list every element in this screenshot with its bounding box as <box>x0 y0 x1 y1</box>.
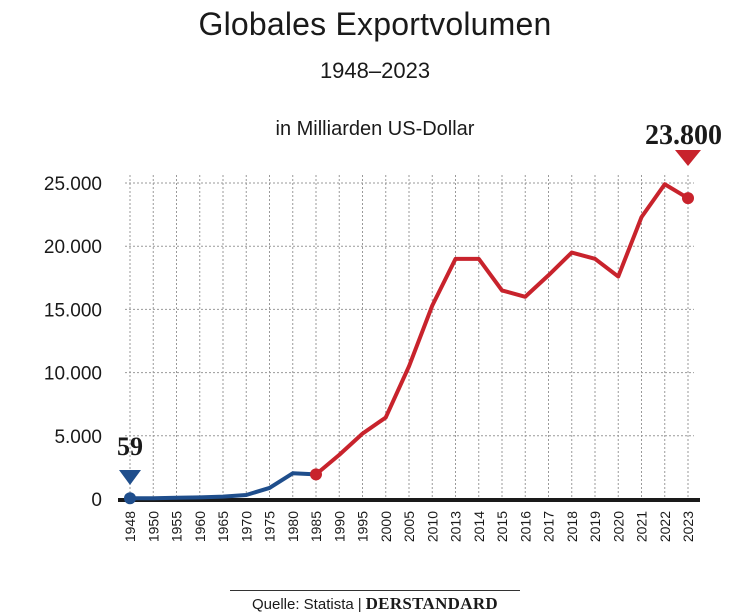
y-tick-label: 20.000 <box>44 237 102 258</box>
chart-title: Globales Exportvolumen <box>198 6 552 42</box>
x-tick-label: 2016 <box>517 511 533 542</box>
x-tick-label: 2005 <box>401 511 417 542</box>
brand-logo: DERSTANDARD <box>365 594 498 613</box>
source-separator: | <box>357 596 362 613</box>
start-marker-triangle <box>119 470 141 485</box>
y-tick-label: 25.000 <box>44 174 102 195</box>
end-value-label: 23.800 <box>645 120 722 151</box>
source-label: Quelle: Statista <box>251 596 354 613</box>
x-tick-label: 2022 <box>657 511 673 542</box>
unit-label: in Milliarden US-Dollar <box>275 118 475 140</box>
y-tick-label: 5.000 <box>54 427 102 448</box>
end-marker-triangle <box>675 150 701 166</box>
x-tick-label: 2010 <box>424 511 440 542</box>
x-tick-label: 1975 <box>262 511 278 542</box>
x-tick-label: 1990 <box>331 511 347 542</box>
x-tick-label: 1950 <box>145 511 161 542</box>
transition-point <box>310 468 322 481</box>
x-tick-label: 2020 <box>610 511 626 542</box>
start-point <box>124 492 136 505</box>
y-tick-label: 10.000 <box>44 364 102 385</box>
x-tick-label: 1985 <box>308 511 324 542</box>
x-tick-label: 1970 <box>238 511 254 542</box>
y-axis-ticks: 0 5.000 10.000 15.000 20.000 25.000 <box>44 174 102 511</box>
x-tick-label: 2014 <box>471 511 487 542</box>
y-tick-label: 15.000 <box>44 300 102 321</box>
x-axis-ticks: 1948 1950 1955 1960 1965 1970 1975 1980 1985 1990… <box>122 511 696 542</box>
end-point <box>682 192 694 205</box>
x-tick-label: 2021 <box>634 511 650 542</box>
x-tick-label: 2023 <box>680 511 696 542</box>
x-tick-label: 1965 <box>215 511 231 542</box>
x-tick-label: 2018 <box>564 511 580 542</box>
series-lines <box>124 182 694 505</box>
x-tick-label: 2017 <box>541 511 557 542</box>
x-tick-label: 1960 <box>192 511 208 542</box>
x-tick-label: 1980 <box>285 511 301 542</box>
x-tick-label: 1995 <box>355 511 371 542</box>
x-tick-label: 2019 <box>587 511 603 542</box>
x-tick-label: 2013 <box>448 511 464 542</box>
series-line <box>314 182 690 477</box>
grid-lines <box>118 175 700 502</box>
series-line <box>128 471 318 501</box>
x-tick-label: 2015 <box>494 511 510 542</box>
start-value-label: 59 <box>117 432 143 461</box>
source-line: Quelle: Statista | DERSTANDARD <box>230 590 520 614</box>
annotations: 59 23.800 <box>117 120 722 485</box>
y-tick-label: 0 <box>91 490 102 511</box>
x-tick-label: 2000 <box>378 511 394 542</box>
chart-subtitle: 1948–2023 <box>319 58 431 83</box>
x-tick-label: 1955 <box>169 511 185 542</box>
x-tick-label: 1948 <box>122 511 138 542</box>
